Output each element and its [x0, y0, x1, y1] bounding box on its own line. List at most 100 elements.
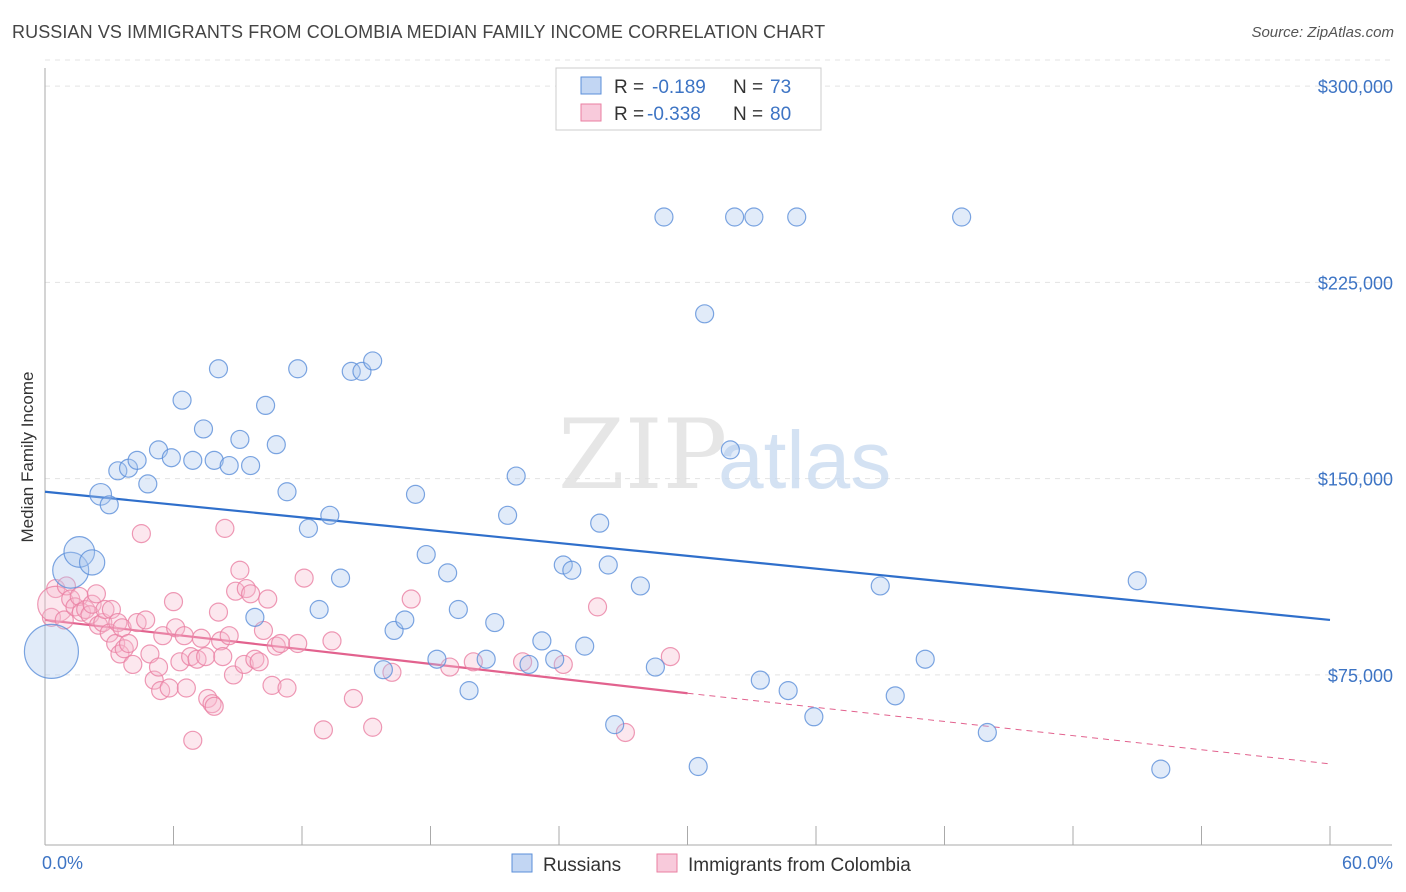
bottom-legend-russians: Russians [543, 855, 621, 876]
colombia-point [123, 654, 143, 675]
russians-point [778, 681, 798, 701]
trendline-colombia [44, 618, 1331, 765]
russians-point [363, 351, 383, 371]
bottom-legend-swatch-colombia [656, 853, 678, 873]
legend-r-label-2: R = [614, 104, 644, 125]
russians-point [161, 448, 181, 468]
y-tick-label-1: $150,000 [1318, 470, 1393, 490]
russians-point [598, 555, 618, 575]
watermark-zip: ZIP [558, 399, 727, 511]
colombia-point [363, 717, 383, 737]
russians-point [99, 495, 119, 515]
legend-swatch-colombia [580, 103, 602, 122]
colombia-point [136, 610, 156, 630]
colombia-point [213, 646, 233, 667]
bottom-legend-swatch-russians [511, 853, 533, 873]
x-tick-label-start: 0.0% [42, 853, 83, 873]
russians-point [1151, 759, 1171, 779]
watermark-atlas: atlas [718, 415, 891, 506]
colombia-point [270, 633, 291, 654]
legend-r-label-1: R = [614, 77, 644, 98]
colombia-point [262, 675, 282, 695]
legend-r-value-2: -0.338 [647, 104, 701, 125]
russians-point [654, 207, 674, 227]
russians-point [416, 544, 436, 565]
colombia-point [131, 524, 151, 544]
russians-point [298, 518, 319, 538]
russians-point [645, 657, 665, 677]
russians-point [405, 484, 426, 504]
russians-point [720, 440, 740, 460]
russians-point [725, 207, 745, 227]
russians-point [255, 395, 276, 415]
russians-point [532, 631, 552, 651]
colombia-point [148, 657, 169, 677]
russians-point [230, 429, 250, 450]
x-tick-labels: 0.0% 60.0% [42, 853, 1393, 873]
colombia-point [95, 599, 115, 620]
colombia-point [196, 646, 216, 667]
chart-title: RUSSIAN VS IMMIGRANTS FROM COLOMBIA MEDI… [12, 22, 826, 42]
watermark: ZIP atlas [558, 399, 891, 511]
colombia-point [258, 589, 278, 609]
colombia-point [54, 610, 74, 630]
trendline-colombia-solid [44, 618, 688, 695]
russians-point [630, 576, 650, 596]
trendline-russians-solid [44, 490, 1331, 622]
russians-point [870, 576, 890, 596]
y-tick-label-3: $300,000 [1318, 77, 1393, 97]
russians-point [1127, 571, 1147, 591]
colombia-point [241, 584, 261, 604]
russians-point [330, 568, 351, 588]
x-tick-label-end: 60.0% [1342, 853, 1393, 873]
trendline-colombia-dashed [687, 692, 1331, 765]
colombia-point [587, 597, 608, 617]
colombia-point [322, 631, 342, 651]
russians-point [373, 660, 393, 680]
colombia-point [230, 560, 250, 580]
colombia-point [401, 589, 421, 609]
colombia-point [191, 628, 211, 648]
points-russians [23, 207, 1171, 779]
russians-point [562, 560, 582, 580]
russians-point [266, 435, 286, 455]
russians-point [204, 450, 224, 470]
colombia-point [288, 633, 308, 654]
russians-point [695, 304, 715, 324]
colombia-point [176, 678, 196, 698]
russians-point [575, 636, 595, 656]
russians-point [688, 756, 708, 777]
russians-point [78, 549, 106, 576]
colombia-point [219, 626, 239, 646]
russians-point [127, 450, 147, 470]
russians-point [219, 455, 239, 476]
colombia-point [82, 594, 102, 614]
russians-point [506, 466, 526, 486]
russians-point [208, 359, 229, 379]
russians-point [605, 715, 625, 735]
colombia-point [118, 633, 139, 654]
russians-point [448, 599, 468, 620]
russians-point [172, 390, 192, 410]
colombia-point [234, 654, 254, 675]
colombia-point [277, 678, 297, 698]
colombia-point [615, 722, 635, 743]
russians-point [804, 707, 824, 727]
y-tick-label-2: $225,000 [1318, 273, 1393, 293]
russians-point [476, 649, 496, 669]
russians-point [459, 681, 479, 701]
russians-point [138, 474, 158, 494]
russians-point [545, 649, 565, 669]
russians-point [309, 599, 329, 620]
y-tick-label-0: $75,000 [1328, 666, 1393, 686]
y-tick-labels: $75,000 $150,000 $225,000 $300,000 [1318, 77, 1393, 686]
colombia-point [183, 730, 203, 750]
russians-point [241, 455, 261, 476]
russians-point [952, 207, 972, 227]
colombia-point [660, 646, 680, 667]
russians-point [183, 450, 203, 470]
colombia-point [313, 720, 334, 740]
russians-point [744, 207, 764, 227]
y-axis-label: Median Family Income [18, 371, 37, 542]
